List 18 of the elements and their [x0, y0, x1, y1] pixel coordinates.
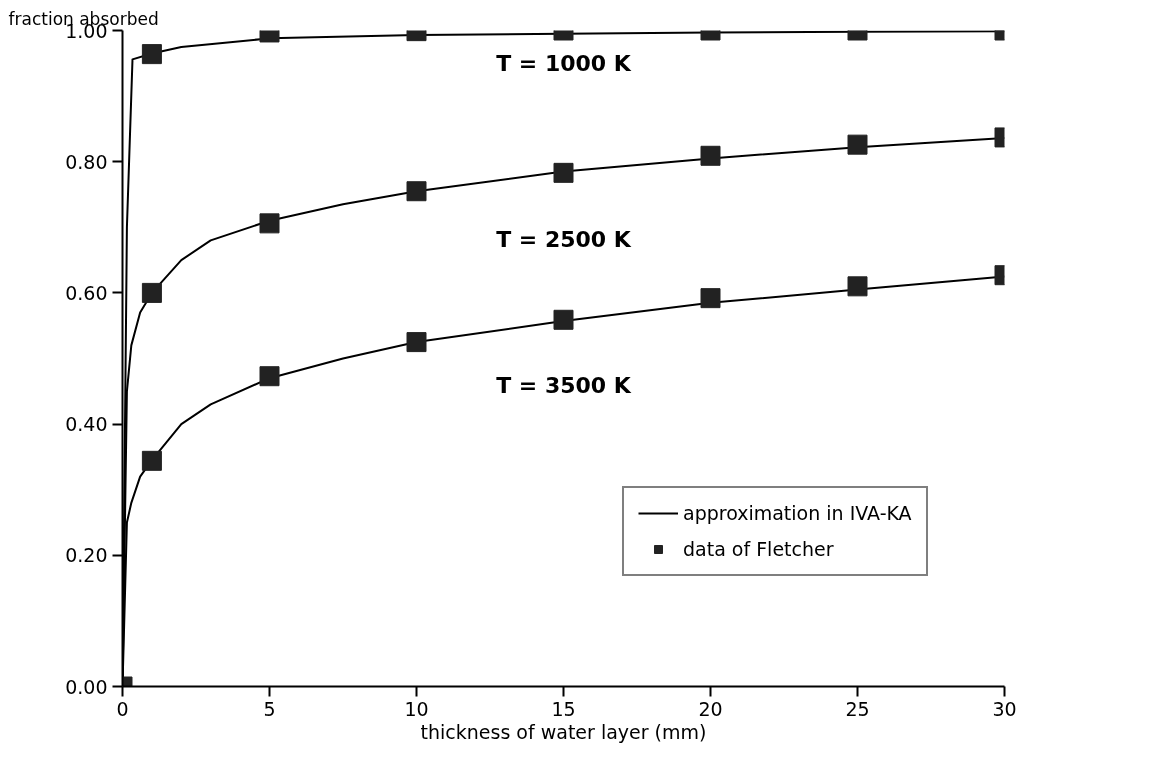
legend-label: approximation in IVA-KA	[683, 502, 912, 524]
annotation: T = 1000 K	[496, 51, 632, 77]
x-tick-label: 25	[845, 697, 870, 720]
x-tick-label: 10	[404, 697, 429, 720]
x-tick-label: 30	[992, 697, 1017, 720]
legend-label: data of Fletcher	[683, 538, 834, 560]
annotation: T = 3500 K	[496, 372, 632, 398]
y-tick-label: 0.60	[65, 281, 108, 304]
x-axis-title: thickness of water layer (mm)	[420, 720, 707, 743]
y-tick-label: 0.20	[65, 544, 108, 567]
x-tick-label: 0	[116, 697, 129, 720]
x-tick-label: 5	[263, 697, 276, 720]
x-tick-label: 20	[698, 697, 723, 720]
annotation: T = 2500 K	[496, 227, 632, 253]
x-tick-label: 15	[551, 697, 576, 720]
y-tick-label: 0.00	[65, 675, 108, 698]
y-tick-label: 0.80	[65, 150, 108, 173]
y-tick-label: 0.40	[65, 413, 108, 436]
